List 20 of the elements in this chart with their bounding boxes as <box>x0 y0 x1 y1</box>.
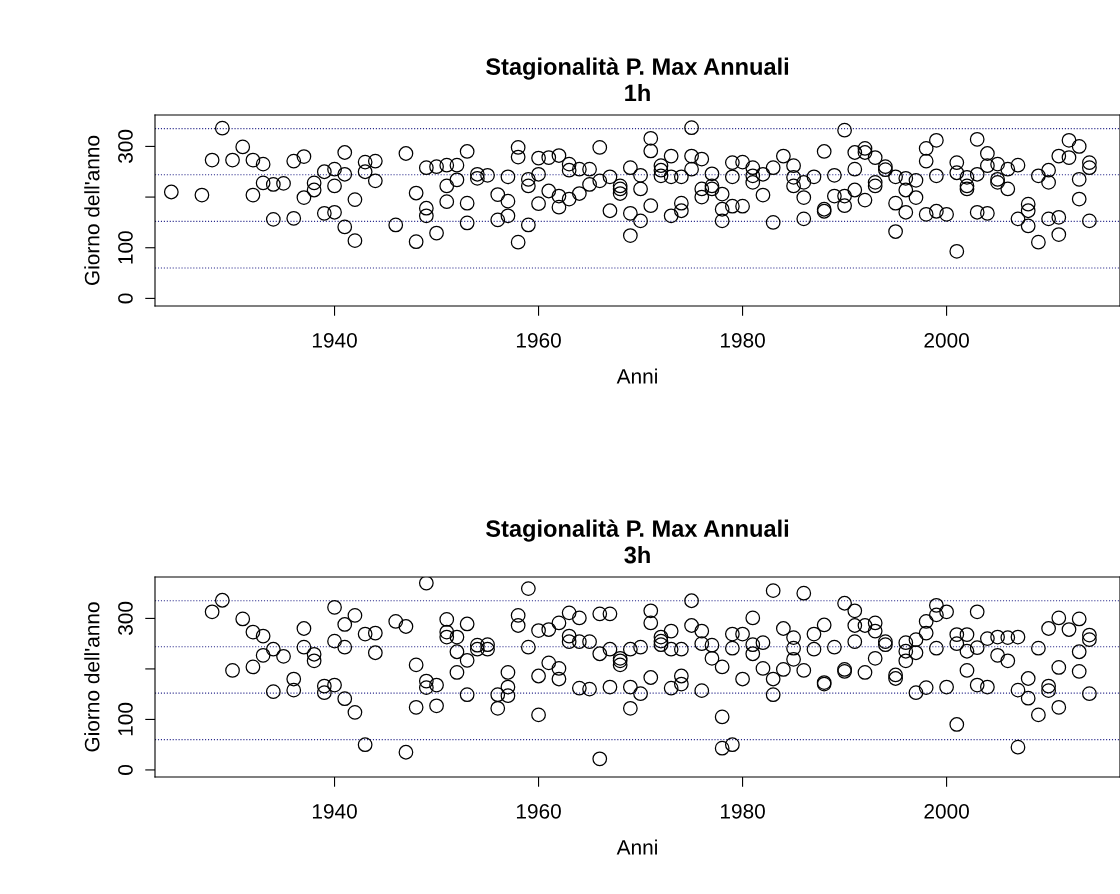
x-tick-label: 1960 <box>516 803 561 819</box>
x-tick-label: 2000 <box>924 332 969 348</box>
y-tick-label: 0 <box>118 293 133 304</box>
x-axis-title: Anni <box>616 368 657 384</box>
y-axis-title: Giorno dell'anno <box>84 602 100 752</box>
x-tick-label: 1980 <box>720 803 765 819</box>
x-tick-label: 1980 <box>720 332 765 348</box>
y-tick-label: 0 <box>118 764 133 775</box>
y-axis-title: Giorno dell'anno <box>84 135 100 285</box>
x-tick-label: 1940 <box>312 803 357 819</box>
x-tick-label: 2000 <box>924 803 969 819</box>
y-tick-label: 100 <box>118 702 133 736</box>
x-tick-label: 1940 <box>312 332 357 348</box>
x-tick-label: 1960 <box>516 332 561 348</box>
y-tick-label: 300 <box>118 129 133 163</box>
chart-title: Stagionalità P. Max Annuali 3h <box>486 519 789 564</box>
x-axis-title: Anni <box>616 839 657 855</box>
chart-title: Stagionalità P. Max Annuali 1h <box>486 57 789 102</box>
y-tick-label: 100 <box>118 231 133 264</box>
y-tick-label: 300 <box>118 601 133 635</box>
